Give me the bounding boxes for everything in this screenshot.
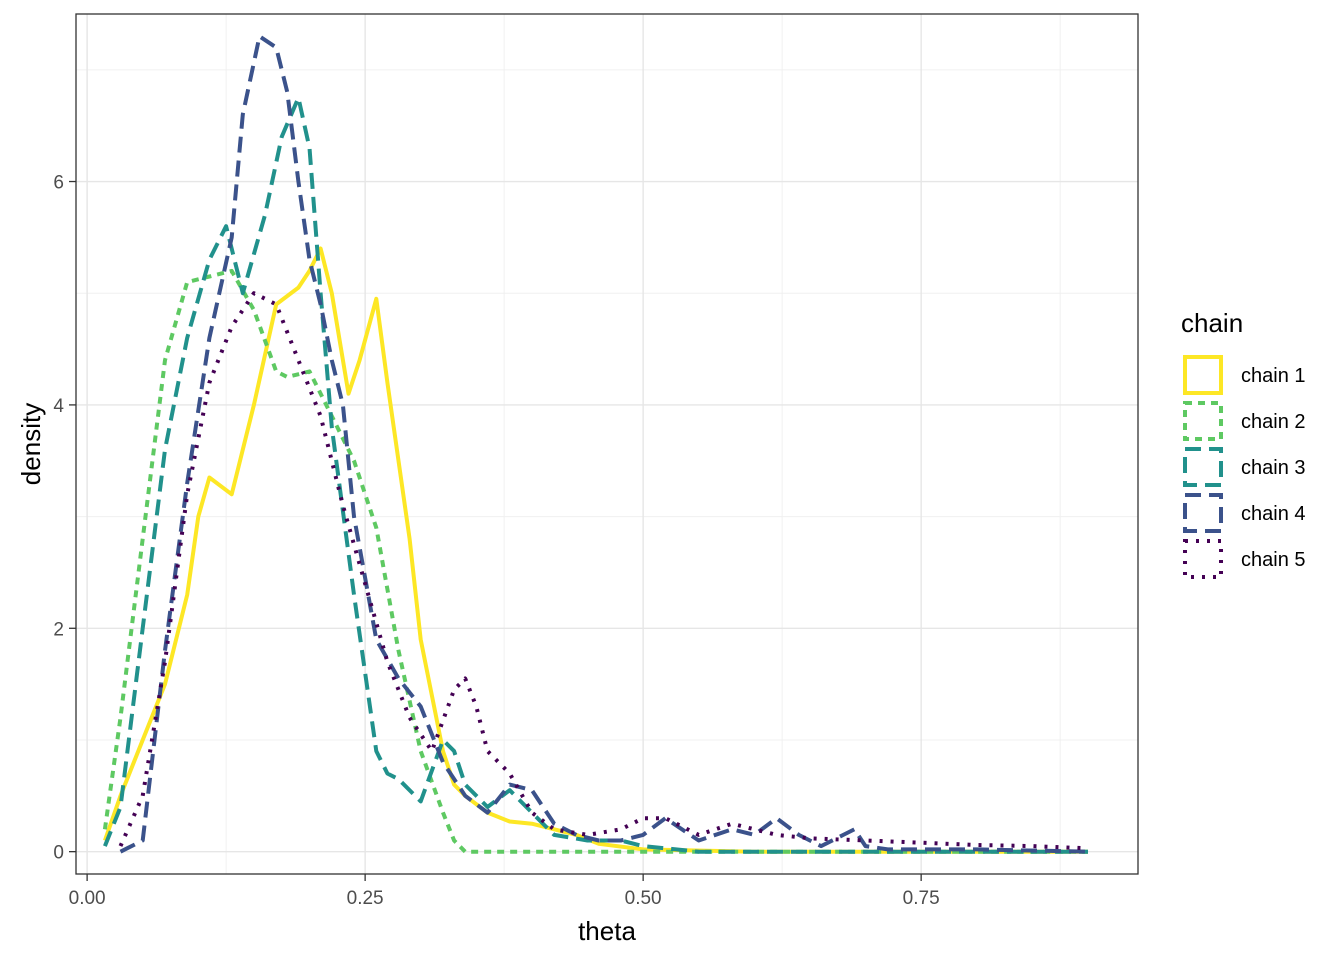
x-tick-label: 0.50: [625, 888, 662, 909]
y-tick-label: 4: [53, 396, 64, 417]
legend-title: chain: [1181, 308, 1243, 338]
y-tick-label: 0: [53, 843, 64, 864]
legend-key-chain-5: [1183, 539, 1223, 579]
x-tick-label: 0.00: [69, 888, 106, 909]
legend-label-chain-2: chain 2: [1241, 411, 1306, 433]
legend-label-chain-5: chain 5: [1241, 549, 1306, 571]
y-tick-label: 6: [53, 173, 64, 194]
legend-key-chain-4: [1183, 493, 1223, 533]
plot-border: [75, 13, 1139, 875]
legend-label-chain-3: chain 3: [1241, 457, 1306, 479]
legend: chain chain 1 chain 2 chain 3 chain 4 chain …: [1181, 308, 1306, 579]
series-line-chain-3: [103, 95, 1088, 854]
series-line-chain-5: [118, 291, 1089, 851]
legend-key-chain-3: [1183, 447, 1223, 487]
legend-key-chain-2: [1183, 401, 1223, 441]
legend-label-chain-4: chain 4: [1241, 503, 1306, 525]
plot-panel: [76, 14, 1138, 874]
series-line-chain-4: [119, 34, 1089, 854]
x-tick-label: 0.75: [903, 888, 940, 909]
y-tick-label: 2: [53, 619, 64, 640]
x-tick-label: 0.25: [347, 888, 384, 909]
axes: 0.00 0.25 0.50 0.75 0 2 4 6: [53, 173, 939, 909]
series-line-chain-2: [102, 268, 1088, 854]
y-axis-label: density: [16, 403, 46, 485]
legend-label-chain-1: chain 1: [1241, 365, 1306, 387]
legend-key-chain-1: [1183, 355, 1223, 395]
series-lines: [102, 34, 1089, 854]
x-axis-label: theta: [578, 916, 636, 946]
